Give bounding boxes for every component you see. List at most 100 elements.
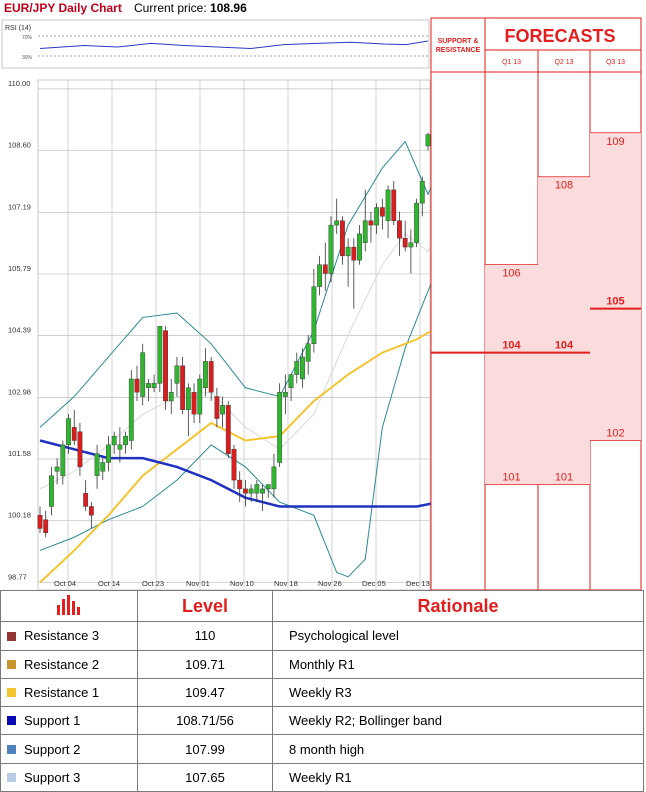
candle bbox=[351, 246, 357, 261]
candle bbox=[254, 484, 260, 494]
row-rationale: Weekly R2; Bollinger band bbox=[272, 706, 644, 736]
row-name: Support 1 bbox=[0, 706, 138, 736]
chart-title: EUR/JPY Daily Chart bbox=[4, 1, 122, 15]
candle bbox=[174, 365, 180, 384]
candle bbox=[300, 356, 305, 380]
table-row: Resistance 2 109.71 Monthly R1 bbox=[0, 649, 644, 679]
candle bbox=[282, 391, 288, 397]
candle bbox=[317, 264, 322, 287]
forecast-low-label: 101 bbox=[555, 471, 573, 483]
candle bbox=[157, 326, 163, 384]
price-chart: RSI (14) 70% 30% 110.00 108.60 107.19 105.7… bbox=[1, 17, 642, 591]
forecast-mid-label: 104 bbox=[502, 340, 521, 352]
candle bbox=[260, 488, 265, 494]
current-price-value: 108.96 bbox=[210, 1, 247, 15]
candle bbox=[311, 286, 317, 344]
row-name: Support 2 bbox=[0, 734, 138, 764]
candle bbox=[180, 365, 186, 410]
forecast-range bbox=[485, 264, 538, 485]
candle bbox=[203, 361, 208, 388]
x-tick-label: Dec 05 bbox=[362, 579, 386, 588]
row-rationale: 8 month high bbox=[272, 734, 644, 764]
color-swatch bbox=[7, 744, 16, 754]
candle bbox=[322, 264, 328, 274]
forecast-quarter-label: Q3 13 bbox=[606, 59, 625, 66]
row-level: 107.65 bbox=[137, 762, 273, 792]
forecast-low-label: 101 bbox=[502, 471, 520, 483]
row-level: 109.47 bbox=[137, 677, 273, 708]
color-swatch bbox=[7, 772, 16, 782]
candle bbox=[66, 418, 71, 446]
y-tick-label: 100.18 bbox=[8, 511, 31, 520]
candle bbox=[334, 220, 340, 226]
row-level: 108.71/56 bbox=[137, 706, 273, 736]
x-tick-label: Oct 14 bbox=[98, 579, 120, 588]
candle bbox=[43, 519, 49, 534]
candle bbox=[208, 361, 214, 393]
current-price: Current price: 108.96 bbox=[134, 1, 247, 15]
candle bbox=[197, 378, 203, 415]
candle bbox=[385, 189, 391, 221]
y-tick-label: 108.60 bbox=[8, 140, 31, 149]
candle bbox=[357, 233, 362, 261]
candle bbox=[163, 330, 168, 402]
y-axis-ticks: 110.00 108.60 107.19 105.79 104.39 102.98 101.… bbox=[8, 79, 31, 582]
candle bbox=[237, 479, 243, 490]
forecast-quarter-label: Q1 13 bbox=[502, 59, 521, 66]
candle bbox=[425, 134, 431, 147]
candle bbox=[328, 224, 334, 274]
row-name: Resistance 1 bbox=[0, 677, 138, 708]
x-axis-ticks: Oct 04 Oct 14 Oct 23 Nov 01 Nov 10 Nov 18 Nov … bbox=[54, 579, 430, 588]
table-row: Support 3 107.65 Weekly R1 bbox=[0, 762, 644, 792]
x-tick-label: Nov 01 bbox=[186, 579, 210, 588]
candle bbox=[305, 343, 311, 362]
row-name-label: Resistance 1 bbox=[24, 685, 100, 700]
forecast-mid-label: 104 bbox=[555, 340, 574, 352]
candle bbox=[168, 391, 174, 402]
candle bbox=[37, 515, 43, 529]
candle bbox=[397, 220, 402, 239]
forecast-panel: SUPPORT & RESISTANCE FORECASTS Q1 13 106 1… bbox=[430, 17, 642, 591]
candle bbox=[408, 242, 414, 248]
y-tick-label: 110.00 bbox=[8, 79, 30, 88]
moving-average-short-line bbox=[39, 325, 440, 584]
candle bbox=[134, 378, 140, 393]
candle bbox=[88, 506, 94, 516]
row-rationale: Weekly R3 bbox=[272, 677, 644, 708]
row-name-label: Resistance 3 bbox=[24, 628, 100, 644]
y-tick-label: 98.77 bbox=[8, 573, 27, 582]
table-row: Resistance 1 109.47 Weekly R3 bbox=[0, 677, 644, 708]
candle bbox=[277, 391, 283, 463]
levels-table: Level Rationale Resistance 3 110 Psycholog… bbox=[0, 589, 644, 792]
rsi-lower-label: 30% bbox=[22, 55, 33, 61]
candle bbox=[374, 207, 380, 226]
candle bbox=[185, 387, 191, 410]
candle bbox=[128, 378, 134, 441]
forecast-range bbox=[538, 176, 590, 485]
candle bbox=[151, 383, 157, 388]
candle bbox=[60, 444, 66, 476]
forecast-mid-label: 105 bbox=[606, 296, 624, 308]
row-rationale: Monthly R1 bbox=[272, 649, 644, 679]
sr-header-1: SUPPORT & bbox=[438, 38, 479, 45]
color-swatch bbox=[7, 688, 16, 698]
candle bbox=[271, 466, 277, 490]
candle bbox=[71, 427, 77, 441]
candle bbox=[111, 435, 117, 446]
x-tick-label: Oct 23 bbox=[142, 579, 164, 588]
row-name: Resistance 2 bbox=[0, 649, 138, 679]
forecast-high-label: 108 bbox=[555, 180, 573, 192]
level-header: Level bbox=[137, 589, 273, 623]
candle bbox=[146, 383, 151, 388]
row-name-label: Support 2 bbox=[24, 741, 81, 757]
row-rationale: Psychological level bbox=[272, 621, 644, 651]
table-header: Level Rationale bbox=[0, 589, 644, 623]
current-price-label: Current price: bbox=[134, 1, 207, 15]
forecast-columns: Q1 13 106 104 101 Q2 13 108 104 101 Q3 13 109 105 1… bbox=[431, 59, 641, 485]
candle bbox=[225, 405, 231, 454]
rsi-panel: RSI (14) 70% 30% bbox=[1, 19, 430, 69]
row-name-label: Support 1 bbox=[24, 713, 81, 729]
y-tick-label: 105.79 bbox=[8, 264, 31, 273]
candle bbox=[140, 352, 146, 397]
row-rationale: Weekly R1 bbox=[272, 762, 644, 792]
